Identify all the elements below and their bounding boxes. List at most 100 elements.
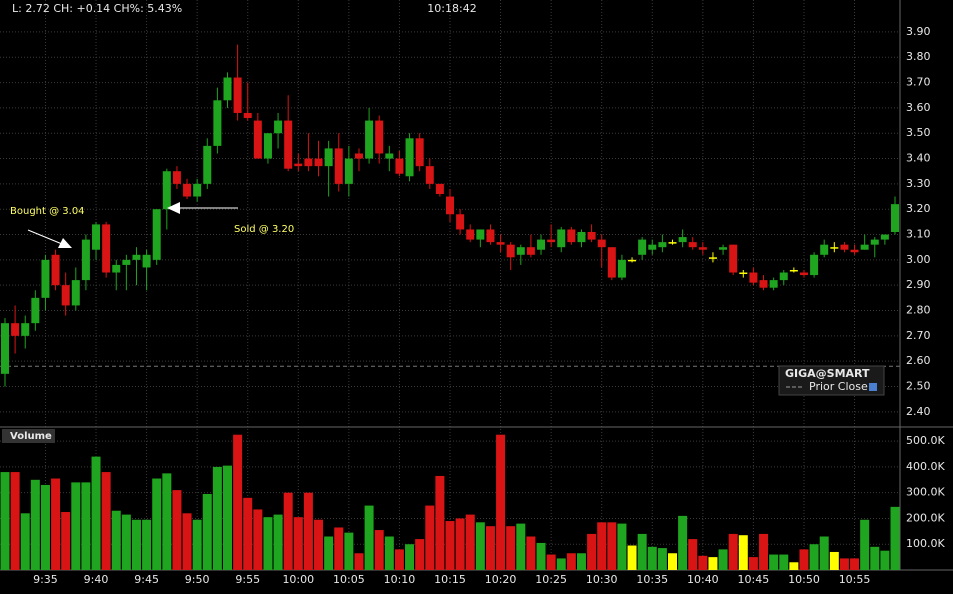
volume-bar (789, 562, 799, 570)
candle-body (476, 229, 485, 240)
legend-checkbox[interactable] (869, 383, 877, 391)
candle-body (1, 323, 9, 374)
volume-bar (799, 549, 809, 570)
candle-body (526, 247, 535, 255)
candle-body (405, 138, 414, 177)
candle-body (162, 171, 171, 210)
x-tick-label: 10:50 (788, 573, 820, 586)
candle-body (557, 229, 566, 248)
candle-body (537, 239, 546, 250)
x-tick-label: 10:45 (738, 573, 770, 586)
candle-body (628, 259, 637, 262)
volume-bar (617, 523, 627, 570)
volume-bar (212, 466, 222, 570)
y-tick-label: 2.40 (906, 405, 931, 418)
volume-bar (475, 522, 485, 570)
volume-bar (40, 484, 50, 570)
x-tick-label: 9:35 (33, 573, 58, 586)
legend-entry[interactable]: Prior Close (809, 380, 868, 393)
volume-bar (425, 505, 435, 570)
volume-bar (597, 522, 607, 570)
volume-bar (769, 554, 779, 570)
candle-body (577, 231, 586, 243)
candle-body (21, 323, 30, 336)
volume-bar (152, 478, 162, 570)
x-tick-label: 9:50 (185, 573, 210, 586)
candle-body (51, 254, 60, 286)
y-tick-label: 500.0K (906, 434, 945, 447)
candle-body (41, 259, 50, 298)
volume-bar (748, 557, 758, 570)
volume-bar (233, 434, 243, 570)
volume-bar (131, 519, 141, 570)
candle-body (779, 272, 788, 281)
candle-body (172, 171, 181, 184)
candle-body (112, 264, 121, 273)
volume-bar (384, 536, 394, 570)
volume-bar (405, 544, 415, 570)
volume-bar (314, 519, 324, 570)
candle-body (71, 280, 80, 306)
candle-body (678, 237, 687, 243)
y-tick-label: 3.60 (906, 101, 931, 114)
volume-bar (445, 521, 455, 570)
volume-bar (223, 465, 232, 570)
volume-bar (496, 434, 506, 570)
x-tick-label: 10:00 (282, 573, 314, 586)
volume-bar (607, 522, 617, 570)
candle-body (11, 323, 20, 336)
volume-bar (202, 493, 212, 570)
volume-bar (61, 512, 71, 570)
volume-bar (263, 517, 273, 570)
candle-body (567, 229, 576, 243)
volume-bar (850, 558, 860, 570)
candle-body (193, 183, 202, 197)
volume-bar (516, 523, 526, 570)
y-tick-label: 3.70 (906, 76, 931, 89)
volume-bar (51, 478, 61, 570)
candle-body (729, 244, 738, 273)
volume-bar (374, 530, 384, 570)
volume-bar (142, 519, 152, 570)
y-tick-label: 200.0K (906, 511, 945, 524)
volume-bar (172, 490, 182, 570)
candle-body (870, 239, 879, 245)
volume-bar (455, 518, 465, 570)
x-tick-label: 10:05 (333, 573, 365, 586)
candle-body (688, 242, 697, 248)
x-tick-label: 10:25 (535, 573, 567, 586)
candle-body (122, 259, 131, 265)
candle-body (789, 269, 798, 272)
candle-body (466, 229, 475, 240)
y-tick-label: 3.30 (906, 177, 931, 190)
y-tick-label: 2.90 (906, 278, 931, 291)
volume-bar (688, 539, 698, 570)
volume-bar (647, 546, 657, 570)
candle-body (263, 133, 272, 159)
candle-body (820, 244, 829, 255)
candle-body (506, 244, 515, 258)
candle-body (698, 247, 707, 250)
candle-body (435, 183, 444, 195)
volume-bar (465, 514, 475, 570)
y-tick-label: 3.10 (906, 228, 931, 241)
volume-bar (819, 536, 829, 570)
volume-bar (283, 492, 293, 570)
y-tick-label: 3.00 (906, 253, 931, 266)
candle-body (719, 247, 728, 250)
candle-body (284, 120, 293, 169)
volume-bar (728, 533, 738, 570)
candle-body (142, 254, 151, 268)
candle-body (850, 249, 859, 253)
candle-body (648, 244, 657, 250)
candle-body (638, 239, 647, 255)
candle-body (810, 254, 819, 276)
x-tick-label: 10:35 (636, 573, 668, 586)
volume-bar (435, 475, 445, 570)
candle-body (334, 148, 343, 184)
volume-bar (637, 533, 647, 570)
x-tick-label: 10:55 (839, 573, 871, 586)
volume-bar (506, 526, 516, 570)
